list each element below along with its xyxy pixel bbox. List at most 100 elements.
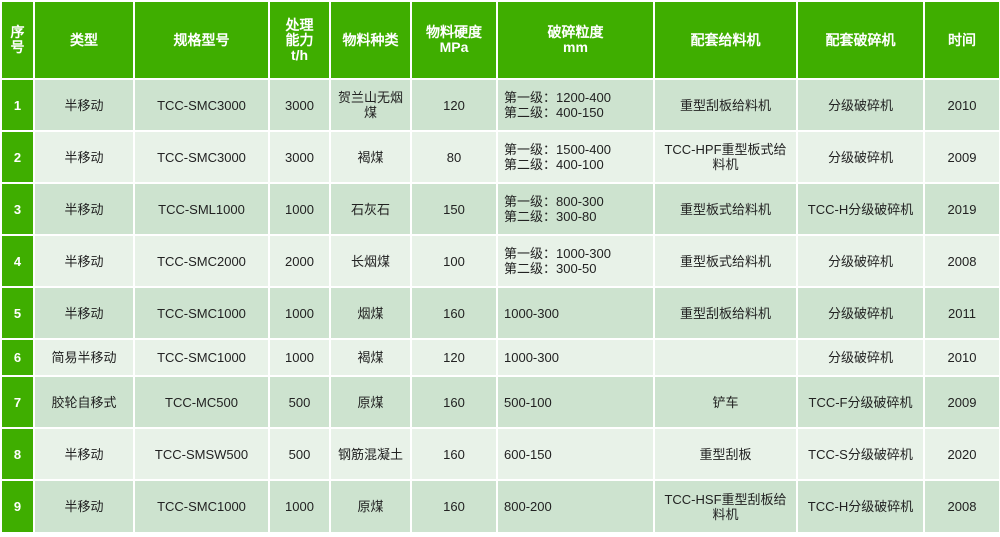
cell-capacity: 1000 [268, 338, 331, 377]
table-row: 3 半移动 TCC-SML1000 1000 石灰石 150 第一级：800-300 第二级… [0, 182, 1000, 236]
header-feeder: 配套给料机 [653, 0, 798, 80]
cell-idx: 2 [0, 130, 35, 184]
cell-type: 半移动 [33, 479, 135, 534]
cell-model: TCC-SMC2000 [133, 234, 270, 288]
cell-material: 烟煤 [329, 286, 412, 340]
cell-size: 600-150 [496, 427, 655, 481]
cell-capacity: 500 [268, 375, 331, 429]
cell-feeder: TCC-HSF重型刮板给料机 [653, 479, 798, 534]
table-row: 2 半移动 TCC-SMC3000 3000 褐煤 80 第一级：1500-400 第二级：… [0, 130, 1000, 184]
cell-feeder: 重型刮板给料机 [653, 286, 798, 340]
header-line: 物料硬度 [426, 24, 482, 40]
header-index: 序号 [0, 0, 35, 80]
cell-model: TCC-SMC1000 [133, 338, 270, 377]
cell-crusher: TCC-H分级破碎机 [796, 182, 925, 236]
cell-material: 石灰石 [329, 182, 412, 236]
header-line: 破碎粒度 [547, 24, 604, 40]
table-row: 5 半移动 TCC-SMC1000 1000 烟煤 160 1000-300 重型刮板给料机分… [0, 286, 1000, 340]
header-year: 时间 [923, 0, 1000, 80]
cell-idx: 3 [0, 182, 35, 236]
cell-model: TCC-SMC1000 [133, 479, 270, 534]
cell-capacity: 3000 [268, 78, 331, 132]
cell-year: 2020 [923, 427, 1000, 481]
cell-size: 第一级：1200-400 第二级：400-150 [496, 78, 655, 132]
table-row: 4 半移动 TCC-SMC2000 2000 长烟煤 100 第一级：1000-300 第二… [0, 234, 1000, 288]
cell-size: 1000-300 [496, 338, 655, 377]
header-model: 规格型号 [133, 0, 270, 80]
cell-capacity: 2000 [268, 234, 331, 288]
cell-material: 褐煤 [329, 338, 412, 377]
table-row: 8 半移动 TCC-SMSW500 500 钢筋混凝土 160 600-150 重型刮板 TCC… [0, 427, 1000, 481]
cell-feeder: 重型板式给料机 [653, 234, 798, 288]
cell-model: TCC-SMC3000 [133, 78, 270, 132]
cell-size: 800-200 [496, 479, 655, 534]
header-crusher: 配套破碎机 [796, 0, 925, 80]
cell-hardness: 160 [410, 427, 498, 481]
cell-type: 半移动 [33, 130, 135, 184]
cell-hardness: 160 [410, 479, 498, 534]
cell-crusher: TCC-H分级破碎机 [796, 479, 925, 534]
cell-material: 褐煤 [329, 130, 412, 184]
cell-size: 第一级：800-300 第二级：300-80 [496, 182, 655, 236]
table-row: 1 半移动 TCC-SMC3000 3000 贺兰山无烟煤 120 第一级：1200-400… [0, 78, 1000, 132]
cell-idx: 5 [0, 286, 35, 340]
cell-type: 简易半移动 [33, 338, 135, 377]
header-line: 号 [10, 39, 25, 55]
cell-year: 2009 [923, 375, 1000, 429]
cell-crusher: 分级破碎机 [796, 130, 925, 184]
cell-capacity: 1000 [268, 479, 331, 534]
cell-crusher: 分级破碎机 [796, 286, 925, 340]
header-line: 序 [10, 24, 25, 40]
cell-feeder: 重型刮板 [653, 427, 798, 481]
cell-size: 第一级：1500-400 第二级：400-100 [496, 130, 655, 184]
cell-hardness: 120 [410, 78, 498, 132]
header-line: 能力 [285, 31, 314, 48]
cell-year: 2010 [923, 338, 1000, 377]
cell-idx: 7 [0, 375, 35, 429]
cell-size: 1000-300 [496, 286, 655, 340]
cell-idx: 4 [0, 234, 35, 288]
cell-type: 半移动 [33, 286, 135, 340]
cell-capacity: 3000 [268, 130, 331, 184]
cell-year: 2010 [923, 78, 1000, 132]
table-row: 9 半移动 TCC-SMC1000 1000 原煤 160 800-200 TCC-HSF重型… [0, 479, 1000, 534]
cell-type: 半移动 [33, 78, 135, 132]
header-type: 类型 [33, 0, 135, 80]
cell-type: 半移动 [33, 427, 135, 481]
cell-capacity: 1000 [268, 182, 331, 236]
header-hardness: 物料硬度 MPa [410, 0, 498, 80]
cell-feeder: 铲车 [653, 375, 798, 429]
cell-year: 2019 [923, 182, 1000, 236]
cell-idx: 9 [0, 479, 35, 534]
cell-type: 半移动 [33, 234, 135, 288]
header-capacity: 处理 能力 t/h [268, 0, 331, 80]
cell-material: 长烟煤 [329, 234, 412, 288]
cell-model: TCC-SMSW500 [133, 427, 270, 481]
cell-hardness: 150 [410, 182, 498, 236]
cell-hardness: 120 [410, 338, 498, 377]
cell-size: 500-100 [496, 375, 655, 429]
cell-year: 2011 [923, 286, 1000, 340]
header-line: mm [563, 39, 588, 55]
cell-idx: 8 [0, 427, 35, 481]
cell-hardness: 160 [410, 286, 498, 340]
cell-size: 第一级：1000-300 第二级：300-50 [496, 234, 655, 288]
cell-material: 钢筋混凝土 [329, 427, 412, 481]
cell-crusher: 分级破碎机 [796, 78, 925, 132]
cell-feeder: TCC-HPF重型板式给料机 [653, 130, 798, 184]
table-row: 7 胶轮自移式 TCC-MC500 500 原煤 160 500-100 铲车 TCC-F分级破… [0, 375, 1000, 429]
cell-year: 2009 [923, 130, 1000, 184]
cell-feeder: 重型板式给料机 [653, 182, 798, 236]
cell-year: 2008 [923, 234, 1000, 288]
header-row: 序号 类型 规格型号 处理 能力 t/h 物料种类 物料硬度 MPa 破碎粒度 mm 配… [0, 0, 1000, 80]
cell-crusher: TCC-S分级破碎机 [796, 427, 925, 481]
cell-material: 原煤 [329, 479, 412, 534]
cell-crusher: 分级破碎机 [796, 338, 925, 377]
cell-idx: 1 [0, 78, 35, 132]
cell-model: TCC-MC500 [133, 375, 270, 429]
cell-hardness: 160 [410, 375, 498, 429]
cell-year: 2008 [923, 479, 1000, 534]
cell-feeder: 重型刮板给料机 [653, 78, 798, 132]
cell-crusher: 分级破碎机 [796, 234, 925, 288]
